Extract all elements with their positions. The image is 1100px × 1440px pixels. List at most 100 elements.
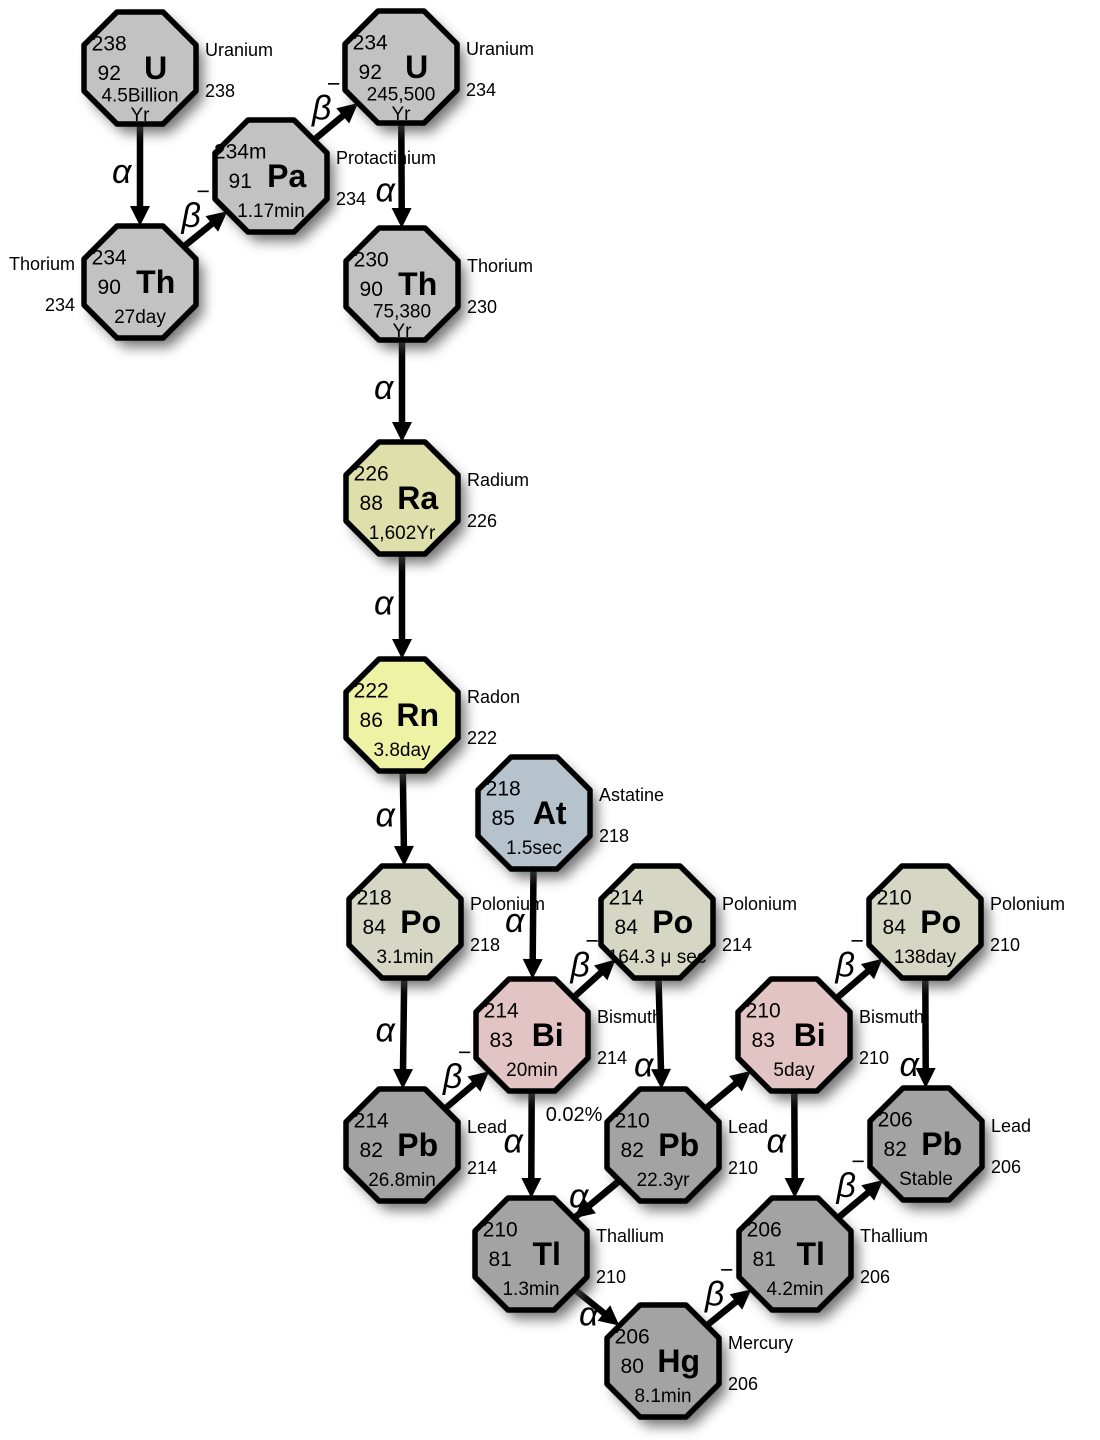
svg-text:226: 226 <box>467 511 497 531</box>
svg-text:Yr: Yr <box>393 321 413 342</box>
svg-text:Stable: Stable <box>899 1169 953 1190</box>
svg-text:210: 210 <box>483 1219 518 1242</box>
svg-text:Tl: Tl <box>532 1236 560 1272</box>
svg-text:Ra: Ra <box>397 480 438 516</box>
svg-text:234: 234 <box>92 247 127 270</box>
svg-text:Po: Po <box>400 904 441 940</box>
svg-text:27day: 27day <box>114 307 166 328</box>
svg-text:82: 82 <box>621 1139 644 1162</box>
svg-text:85: 85 <box>492 807 515 830</box>
svg-text:92: 92 <box>359 61 382 84</box>
svg-text:210: 210 <box>877 887 912 910</box>
svg-text:206: 206 <box>991 1157 1021 1177</box>
svg-text:218: 218 <box>470 935 500 955</box>
svg-text:Po: Po <box>652 904 693 940</box>
svg-text:90: 90 <box>360 278 383 301</box>
svg-text:Thallium: Thallium <box>860 1226 928 1246</box>
svg-text:214: 214 <box>354 1110 389 1133</box>
svg-text:84: 84 <box>883 916 907 939</box>
svg-text:26.8min: 26.8min <box>368 1170 436 1191</box>
svg-text:22.3yr: 22.3yr <box>637 1170 690 1191</box>
svg-text:5day: 5day <box>773 1060 815 1081</box>
svg-text:20min: 20min <box>506 1060 558 1081</box>
svg-text:206: 206 <box>878 1109 913 1132</box>
svg-text:Thorium: Thorium <box>467 256 533 276</box>
svg-text:α: α <box>634 1047 655 1085</box>
svg-text:3.1min: 3.1min <box>376 947 433 968</box>
svg-text:230: 230 <box>354 249 389 272</box>
svg-text:1.3min: 1.3min <box>502 1279 559 1300</box>
svg-text:214: 214 <box>722 935 752 955</box>
svg-text:α: α <box>376 1012 397 1050</box>
svg-text:−: − <box>720 1257 733 1283</box>
svg-text:206: 206 <box>728 1374 758 1394</box>
svg-text:Po: Po <box>920 904 961 940</box>
svg-text:Bismuth: Bismuth <box>859 1007 924 1027</box>
svg-text:210: 210 <box>596 1267 626 1287</box>
svg-text:α: α <box>376 172 397 210</box>
svg-text:Th: Th <box>398 266 437 302</box>
svg-text:Polonium: Polonium <box>990 894 1065 914</box>
svg-text:α: α <box>112 153 133 191</box>
svg-text:234: 234 <box>45 295 75 315</box>
svg-text:−: − <box>458 1039 471 1065</box>
svg-text:80: 80 <box>621 1355 644 1378</box>
svg-text:238: 238 <box>92 33 127 56</box>
svg-text:218: 218 <box>486 778 521 801</box>
svg-text:−: − <box>851 928 864 954</box>
svg-text:Radon: Radon <box>467 687 520 707</box>
svg-text:226: 226 <box>354 463 389 486</box>
svg-text:83: 83 <box>752 1029 775 1052</box>
svg-text:Uranium: Uranium <box>205 40 273 60</box>
svg-text:Radium: Radium <box>467 470 529 490</box>
svg-text:1,602Yr: 1,602Yr <box>369 523 436 544</box>
svg-text:222: 222 <box>354 680 389 703</box>
svg-text:234m: 234m <box>214 141 267 164</box>
svg-text:210: 210 <box>615 1110 650 1133</box>
svg-text:214: 214 <box>484 1000 519 1023</box>
svg-text:138day: 138day <box>894 947 957 968</box>
svg-text:Th: Th <box>136 264 175 300</box>
svg-text:210: 210 <box>990 935 1020 955</box>
svg-text:Thallium: Thallium <box>596 1226 664 1246</box>
svg-text:Astatine: Astatine <box>599 785 664 805</box>
svg-text:206: 206 <box>615 1326 650 1349</box>
svg-text:4.5Billion: 4.5Billion <box>101 86 178 107</box>
svg-text:U: U <box>144 50 167 86</box>
svg-text:α: α <box>374 585 395 623</box>
svg-text:Pb: Pb <box>397 1127 438 1163</box>
svg-text:234: 234 <box>353 32 388 55</box>
svg-text:Uranium: Uranium <box>466 39 534 59</box>
svg-text:206: 206 <box>747 1219 782 1242</box>
svg-text:Thorium: Thorium <box>9 254 75 274</box>
svg-text:214: 214 <box>597 1048 627 1068</box>
svg-text:Pb: Pb <box>658 1127 699 1163</box>
svg-text:Polonium: Polonium <box>470 894 545 914</box>
svg-text:82: 82 <box>884 1138 907 1161</box>
svg-text:Bi: Bi <box>794 1017 826 1053</box>
svg-text:218: 218 <box>599 826 629 846</box>
svg-text:206: 206 <box>860 1267 890 1287</box>
svg-text:Mercury: Mercury <box>728 1333 793 1353</box>
svg-text:222: 222 <box>467 728 497 748</box>
svg-text:U: U <box>405 49 428 85</box>
svg-text:210: 210 <box>728 1158 758 1178</box>
svg-text:Tl: Tl <box>796 1236 824 1272</box>
svg-text:Yr: Yr <box>131 105 151 126</box>
svg-text:At: At <box>533 795 567 831</box>
svg-text:−: − <box>586 928 599 954</box>
svg-text:88: 88 <box>360 492 383 515</box>
svg-text:Bi: Bi <box>532 1017 564 1053</box>
svg-text:Polonium: Polonium <box>722 894 797 914</box>
svg-text:0.02%: 0.02% <box>546 1104 603 1126</box>
svg-text:Lead: Lead <box>991 1116 1031 1136</box>
svg-text:164.3 μ sec: 164.3 μ sec <box>608 947 707 968</box>
svg-text:83: 83 <box>490 1029 513 1052</box>
svg-text:91: 91 <box>229 170 252 193</box>
svg-text:75,380: 75,380 <box>373 302 431 323</box>
svg-text:84: 84 <box>615 916 639 939</box>
svg-text:α: α <box>900 1046 921 1084</box>
svg-text:234: 234 <box>466 80 496 100</box>
svg-text:−: − <box>327 71 340 97</box>
svg-text:−: − <box>197 178 210 204</box>
